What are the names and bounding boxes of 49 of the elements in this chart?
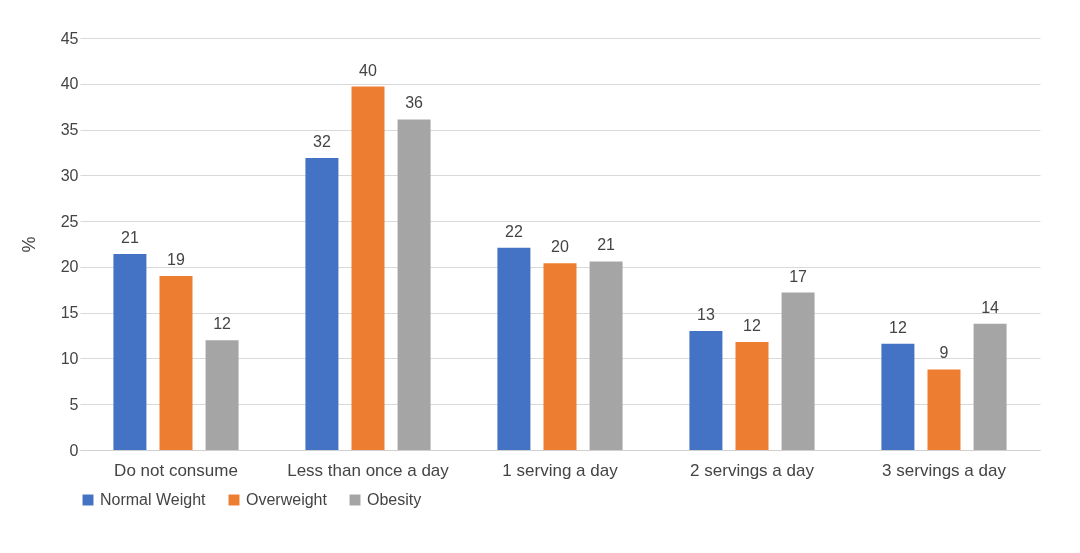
bar: [305, 157, 339, 450]
x-tick-label: Do not consume: [114, 460, 238, 480]
data-label: 12: [213, 315, 232, 333]
data-label: 21: [121, 229, 139, 247]
bar: [735, 341, 769, 450]
y-tick-label: 15: [60, 304, 79, 322]
y-tick-label: 0: [69, 441, 79, 459]
data-label: 40: [359, 61, 377, 79]
data-label: 9: [939, 344, 949, 362]
legend-label: Obesity: [367, 491, 422, 508]
data-label: 12: [889, 318, 907, 336]
bar: [589, 261, 623, 450]
y-tick-label: 45: [60, 29, 79, 47]
y-axis-title: %: [18, 236, 39, 253]
bar: [543, 263, 577, 450]
data-label: 20: [551, 238, 569, 256]
bar: [881, 343, 915, 450]
y-tick-label: 40: [60, 75, 79, 93]
data-label: 19: [167, 251, 185, 269]
x-tick-label: 2 servings a day: [690, 460, 815, 480]
x-tick-label: 1 serving a day: [502, 460, 619, 480]
bar: [397, 119, 431, 450]
data-label: 36: [405, 94, 424, 112]
x-tick-label: Less than once a day: [287, 460, 450, 480]
bar: [689, 330, 723, 450]
legend-label: Overweight: [246, 491, 328, 508]
bar: [351, 86, 385, 450]
y-tick-label: 20: [60, 258, 79, 276]
bar: [781, 292, 815, 450]
y-tick-label: 35: [60, 121, 79, 139]
y-tick-label: 5: [69, 395, 79, 413]
data-label: 13: [697, 305, 715, 323]
bar: [927, 369, 961, 450]
y-tick-label: 10: [60, 349, 79, 367]
data-label: 21: [597, 236, 616, 254]
x-tick-label: 3 servings a day: [882, 460, 1007, 480]
data-label: 22: [505, 222, 523, 240]
bar: [497, 247, 531, 450]
bar: [205, 340, 239, 450]
data-label: 12: [743, 316, 761, 334]
legend-label: Normal Weight: [100, 491, 207, 508]
y-tick-label: 30: [60, 166, 79, 184]
data-label: 32: [313, 132, 331, 150]
bar: [159, 276, 193, 450]
data-label: 14: [981, 298, 1000, 316]
bar: [973, 323, 1007, 450]
bar: [113, 254, 147, 450]
data-label: 17: [789, 267, 808, 285]
y-tick-label: 25: [60, 212, 79, 230]
